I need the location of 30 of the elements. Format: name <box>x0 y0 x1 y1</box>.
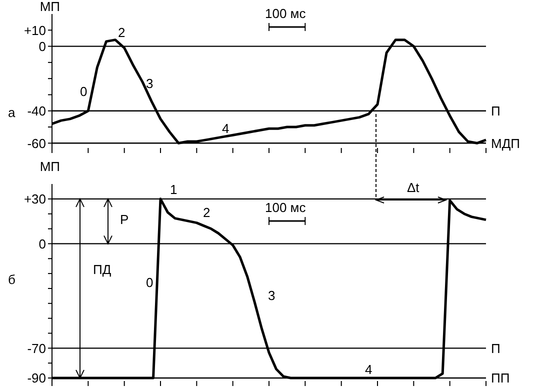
annotation: 100 мс <box>265 200 306 216</box>
annotation: 100 мс <box>265 6 306 22</box>
annotation: ПД <box>93 262 112 278</box>
y-tick-label: 0 <box>38 236 46 252</box>
text: а <box>8 105 16 121</box>
annotation: 3 <box>268 288 276 304</box>
annotation: 3 <box>146 76 154 92</box>
ref-line-label: П <box>491 340 500 356</box>
y-tick-label: -60 <box>27 136 46 151</box>
annotation: 4 <box>222 121 230 137</box>
annotation: 0 <box>80 84 88 100</box>
y-tick-label: -90 <box>27 370 46 386</box>
y-tick-label: -40 <box>27 103 46 118</box>
y-tick-label: 0 <box>38 38 46 54</box>
annotation: Р <box>120 212 129 228</box>
annotation: 4 <box>365 362 372 378</box>
y-tick-label: -70 <box>27 340 46 356</box>
ref-line-label: МДП <box>491 136 520 151</box>
annotation: 0 <box>146 275 154 291</box>
annotation: 1 <box>170 182 178 198</box>
text: б <box>8 272 16 288</box>
ref-line-label: П <box>491 103 500 118</box>
annotation: Δt <box>407 180 420 196</box>
ref-line-label: ПП <box>491 370 510 386</box>
y-tick-label: +30 <box>24 192 46 207</box>
y-axis-title: МП <box>40 159 60 174</box>
annotation: 2 <box>203 205 210 221</box>
y-axis-title: МП <box>40 0 60 14</box>
y-tick-label: +10 <box>24 22 46 38</box>
annotation: 2 <box>118 25 126 41</box>
